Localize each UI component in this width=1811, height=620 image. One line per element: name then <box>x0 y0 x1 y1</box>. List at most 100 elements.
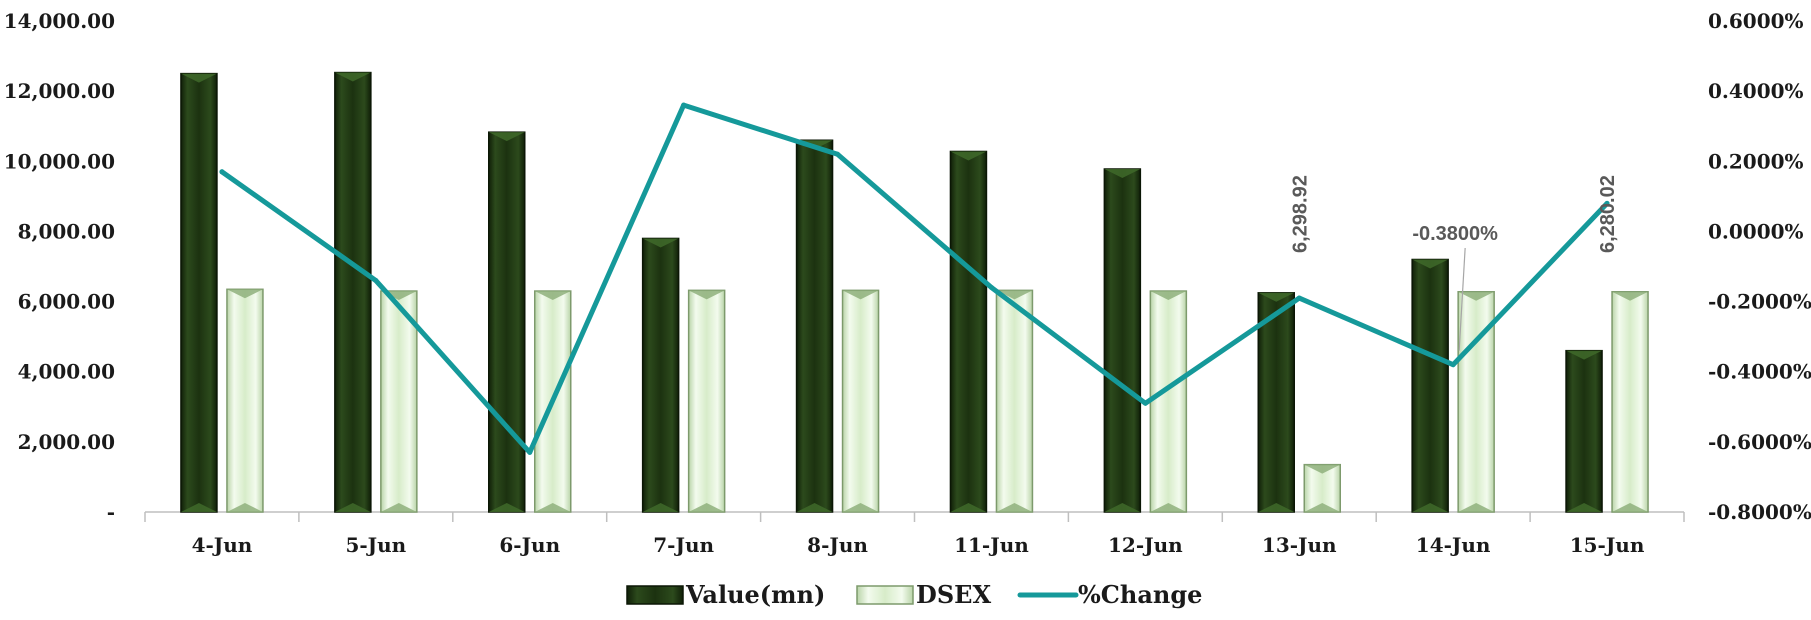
bar-bevel-top <box>1612 291 1649 301</box>
right-tick-label: -0.4000% <box>1708 360 1811 384</box>
data-label: 6,280.02 <box>1597 175 1619 253</box>
legend-item: %Change <box>1017 580 1202 609</box>
line-point <box>1296 295 1302 301</box>
bar-bevel-top <box>996 290 1033 300</box>
legend-item: Value(mn) <box>626 580 825 609</box>
line-point <box>988 285 994 291</box>
bar-body <box>795 139 834 513</box>
bar-body <box>1103 168 1142 513</box>
legend-swatch <box>856 585 914 605</box>
right-tick-label: -0.2000% <box>1708 290 1811 314</box>
bar <box>180 72 218 513</box>
bar-bevel-top <box>1458 291 1495 301</box>
bar-bevel-bottom <box>1412 503 1449 512</box>
bar-bevel-bottom <box>1566 503 1603 512</box>
bar-bevel-bottom <box>996 503 1033 512</box>
bar-bevel-bottom <box>642 503 679 512</box>
left-tick-label: 4,000.00 <box>18 360 115 384</box>
bar <box>1257 292 1295 513</box>
bar <box>334 71 372 513</box>
x-tick-label: 8-Jun <box>807 533 868 557</box>
bar-bevel-top <box>1412 259 1449 269</box>
bar-bevel-bottom <box>1458 503 1495 512</box>
bar-bevel-top <box>1304 464 1341 474</box>
bar-body <box>1565 349 1603 513</box>
left-tick-label: - <box>107 500 115 524</box>
bar-body <box>995 289 1034 513</box>
right-tick-label: -0.8000% <box>1708 500 1811 524</box>
bar-bevel-bottom <box>334 503 371 512</box>
line-point <box>219 169 225 175</box>
bar-body <box>1149 290 1188 513</box>
bar-bevel-bottom <box>1258 503 1295 512</box>
bar-body <box>1411 258 1449 513</box>
bar-bevel-top <box>1566 350 1603 360</box>
bar <box>641 237 680 513</box>
line-point <box>681 102 687 108</box>
bar-bevel-top <box>534 291 571 301</box>
left-tick-label: 6,000.00 <box>18 290 115 314</box>
legend-label: DSEX <box>916 580 991 609</box>
bar-bevel-bottom <box>950 503 987 512</box>
bar-body <box>641 237 680 513</box>
bar-bevel-bottom <box>688 503 725 512</box>
bar-bevel-bottom <box>180 503 217 512</box>
x-tick-label: 14-Jun <box>1416 533 1491 557</box>
right-tick-label: 0.6000% <box>1708 9 1804 33</box>
bar-body <box>1611 291 1649 513</box>
bar-bevel-bottom <box>842 503 879 512</box>
bar-body <box>687 289 726 513</box>
x-tick-label: 13-Jun <box>1262 533 1337 557</box>
data-label-leader <box>1458 247 1466 351</box>
left-tick-label: 10,000.00 <box>4 149 115 173</box>
data-label: -0.3800% <box>1412 223 1498 245</box>
bar <box>226 288 264 513</box>
bar <box>687 289 726 513</box>
legend-item: DSEX <box>856 580 991 609</box>
data-label: 6,298.92 <box>1289 175 1311 253</box>
line-point <box>373 278 379 284</box>
bar <box>1303 463 1341 513</box>
bar <box>1411 258 1449 513</box>
bar <box>1611 291 1649 513</box>
bar-bevel-bottom <box>1304 503 1341 512</box>
x-tick-label: 7-Jun <box>653 533 714 557</box>
bar-bevel-top <box>226 289 263 299</box>
x-tick-label: 12-Jun <box>1108 533 1183 557</box>
bar-bevel-top <box>688 290 725 300</box>
right-tick-label: -0.6000% <box>1708 430 1811 454</box>
bar-bevel-top <box>1150 291 1187 301</box>
bar-bevel-bottom <box>796 503 833 512</box>
bar-bevel-top <box>1104 169 1141 179</box>
line-point <box>1450 362 1456 368</box>
bar <box>949 150 988 513</box>
bar <box>1103 168 1142 513</box>
line-point <box>527 449 533 455</box>
line-point <box>1604 200 1610 206</box>
bar-bevel-bottom <box>1104 503 1141 512</box>
line-point <box>835 151 841 157</box>
bar-bevel-top <box>950 151 987 161</box>
bar-bevel-bottom <box>1612 503 1649 512</box>
bar-body <box>334 71 372 513</box>
bar-bevel-top <box>642 238 679 248</box>
bar <box>1565 349 1603 513</box>
bar-body <box>1257 292 1295 513</box>
bar-body <box>841 289 880 513</box>
bar-bevel-bottom <box>488 503 525 512</box>
bar-bevel-bottom <box>226 503 263 512</box>
bar <box>488 131 526 513</box>
bar-body <box>380 290 418 513</box>
right-tick-label: 0.0000% <box>1708 219 1804 243</box>
bar-body <box>226 288 264 513</box>
bar <box>995 289 1034 513</box>
bar-bevel-top <box>180 73 217 83</box>
bar-body <box>180 72 218 513</box>
x-tick-label: 15-Jun <box>1570 533 1645 557</box>
bar-bevel-top <box>334 72 371 82</box>
series-line-change <box>219 102 1610 455</box>
left-tick-label: 8,000.00 <box>18 219 115 243</box>
bar <box>841 289 880 513</box>
